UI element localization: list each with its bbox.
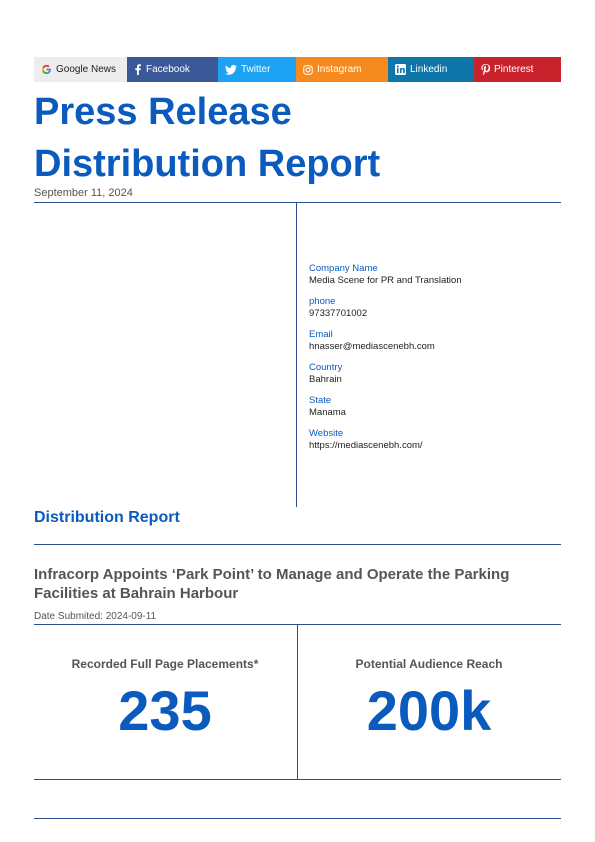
instagram-button[interactable]: Instagram <box>296 57 388 82</box>
placements-label: Recorded Full Page Placements* <box>71 657 259 671</box>
phone-field: phone 97337701002 <box>309 296 559 319</box>
email-field: Email hnasser@mediascenebh.com <box>309 329 559 352</box>
facebook-label: Facebook <box>146 64 190 75</box>
pinterest-icon <box>481 64 490 75</box>
company-name-field: Company Name Media Scene for PR and Tran… <box>309 263 559 286</box>
press-release-title: Infracorp Appoints ‘Park Point’ to Manag… <box>34 566 510 602</box>
website-field: Website https://mediascenebh.com/ <box>309 428 559 451</box>
twitter-label: Twitter <box>241 64 271 75</box>
pinterest-label: Pinterest <box>494 64 534 75</box>
social-share-bar: Google News Facebook Twitter Instagram L… <box>34 57 561 82</box>
state-value: Manama <box>309 407 346 418</box>
divider <box>34 624 561 625</box>
facebook-button[interactable]: Facebook <box>127 57 218 82</box>
phone-value: 97337701002 <box>309 308 368 319</box>
instagram-label: Instagram <box>317 64 362 75</box>
page-title-line-2: Distribution Report <box>34 143 381 185</box>
placements-value: 235 <box>118 679 212 742</box>
google-icon <box>41 64 52 75</box>
google-news-button[interactable]: Google News <box>34 57 127 82</box>
country-label: Country <box>309 362 343 373</box>
reach-stat: Potential Audience Reach 200k <box>298 657 560 741</box>
company-name-label: Company Name <box>309 263 378 274</box>
divider <box>34 202 561 203</box>
reach-label: Potential Audience Reach <box>355 657 503 671</box>
divider <box>34 779 561 780</box>
phone-label: phone <box>309 296 336 307</box>
facebook-icon <box>134 64 142 75</box>
pinterest-button[interactable]: Pinterest <box>474 57 561 82</box>
state-label: State <box>309 395 332 406</box>
website-label: Website <box>309 428 344 439</box>
linkedin-icon <box>395 64 406 75</box>
divider <box>34 544 561 545</box>
country-value: Bahrain <box>309 374 342 385</box>
company-name-value: Media Scene for PR and Translation <box>309 275 462 286</box>
state-field: State Manama <box>309 395 559 418</box>
country-field: Country Bahrain <box>309 362 559 385</box>
google-news-label: Google News <box>56 64 117 75</box>
website-value: https://mediascenebh.com/ <box>309 440 423 451</box>
twitter-icon <box>225 64 237 75</box>
date-submitted: Date Submited: 2024-09-11 <box>34 611 157 622</box>
report-date: September 11, 2024 <box>34 187 133 199</box>
reach-value: 200k <box>366 679 492 742</box>
email-label: Email <box>309 329 333 340</box>
stats-divider <box>297 625 298 779</box>
divider <box>34 818 561 819</box>
instagram-icon <box>303 64 313 75</box>
linkedin-button[interactable]: Linkedin <box>388 57 474 82</box>
page-title-line-1: Press Release <box>34 91 292 133</box>
linkedin-label: Linkedin <box>410 64 448 75</box>
placements-stat: Recorded Full Page Placements* 235 <box>34 657 296 741</box>
twitter-button[interactable]: Twitter <box>218 57 296 82</box>
page-title: Press Release Distribution Report <box>34 86 561 190</box>
column-divider <box>296 203 297 507</box>
email-value: hnasser@mediascenebh.com <box>309 341 435 352</box>
section-heading: Distribution Report <box>34 509 180 526</box>
